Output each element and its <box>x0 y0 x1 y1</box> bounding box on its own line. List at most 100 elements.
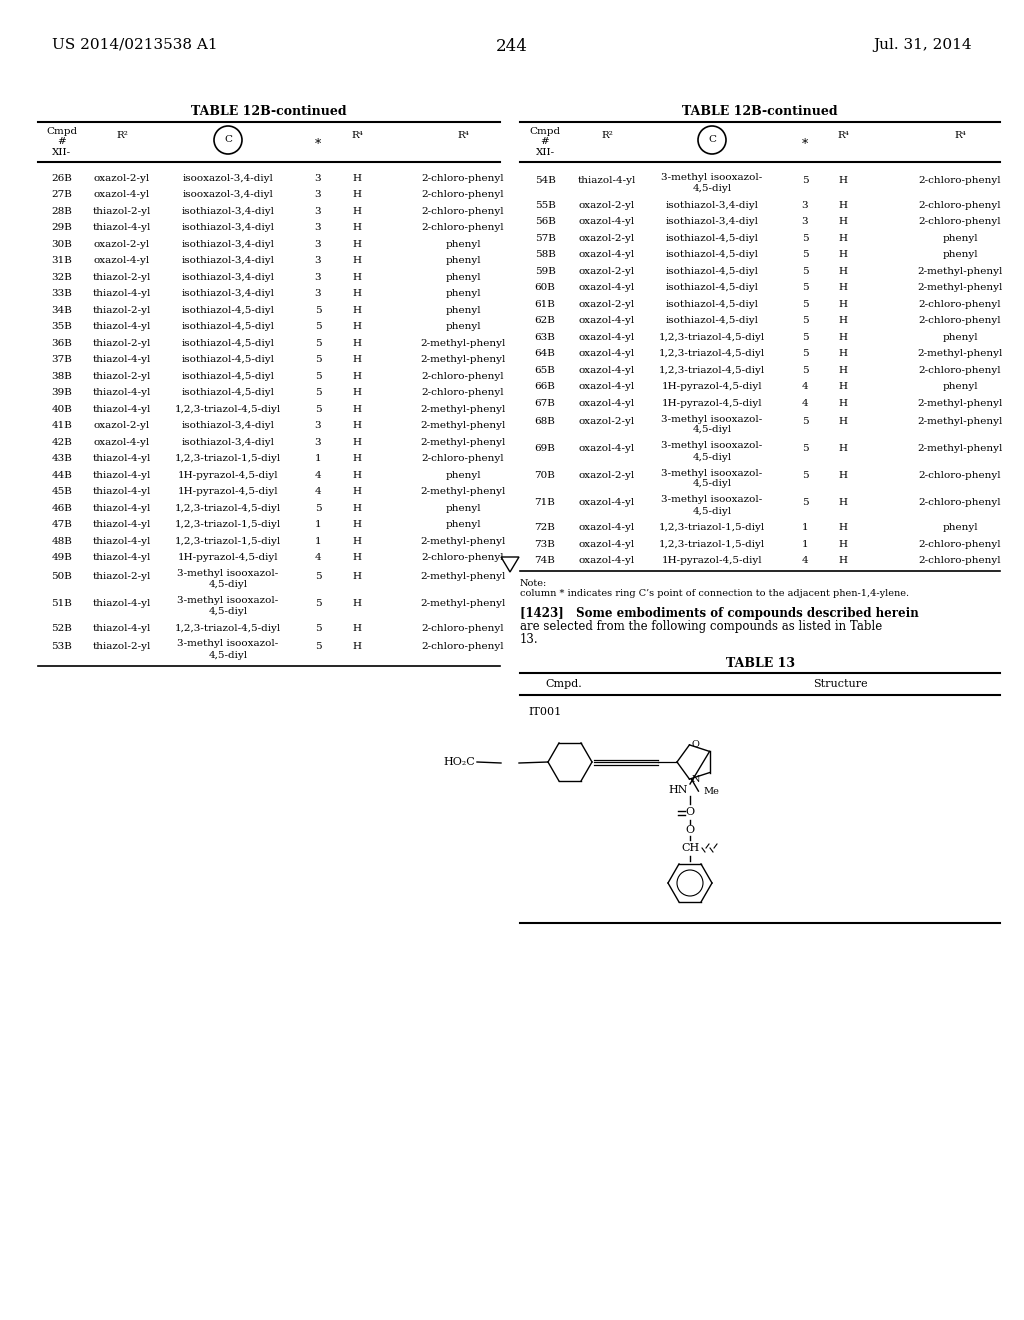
Text: 2-chloro-phenyl: 2-chloro-phenyl <box>919 300 1001 309</box>
Text: 2-methyl-phenyl: 2-methyl-phenyl <box>420 487 506 496</box>
Text: oxazol-4-yl: oxazol-4-yl <box>579 445 635 453</box>
Text: 4,5-diyl: 4,5-diyl <box>692 479 731 488</box>
Text: 73B: 73B <box>535 540 555 549</box>
Text: isothiazol-4,5-diyl: isothiazol-4,5-diyl <box>181 322 274 331</box>
Text: 49B: 49B <box>51 553 73 562</box>
Text: *: * <box>314 139 322 152</box>
Text: H: H <box>839 540 848 549</box>
Text: thiazol-4-yl: thiazol-4-yl <box>93 520 152 529</box>
Text: oxazol-4-yl: oxazol-4-yl <box>579 556 635 565</box>
Text: 1,2,3-triazol-1,5-diyl: 1,2,3-triazol-1,5-diyl <box>658 540 765 549</box>
Text: 1: 1 <box>314 454 322 463</box>
Text: H: H <box>839 399 848 408</box>
Text: 1,2,3-triazol-4,5-diyl: 1,2,3-triazol-4,5-diyl <box>175 624 282 632</box>
Text: isothiazol-4,5-diyl: isothiazol-4,5-diyl <box>181 355 274 364</box>
Text: 1H-pyrazol-4,5-diyl: 1H-pyrazol-4,5-diyl <box>178 471 279 479</box>
Text: 2-chloro-phenyl: 2-chloro-phenyl <box>919 317 1001 325</box>
Text: isothiazol-4,5-diyl: isothiazol-4,5-diyl <box>181 388 274 397</box>
Text: 45B: 45B <box>51 487 73 496</box>
Text: oxazol-4-yl: oxazol-4-yl <box>579 350 635 358</box>
Text: thiazol-4-yl: thiazol-4-yl <box>93 454 152 463</box>
Text: 65B: 65B <box>535 366 555 375</box>
Text: HN: HN <box>669 785 688 795</box>
Text: 3-methyl isooxazol-: 3-methyl isooxazol- <box>662 414 763 424</box>
Text: 74B: 74B <box>535 556 555 565</box>
Text: H: H <box>352 339 361 347</box>
Text: 5: 5 <box>314 372 322 380</box>
Text: 1,2,3-triazol-4,5-diyl: 1,2,3-triazol-4,5-diyl <box>658 350 765 358</box>
Text: H: H <box>352 421 361 430</box>
Text: 5: 5 <box>802 317 808 325</box>
Text: 2-chloro-phenyl: 2-chloro-phenyl <box>919 176 1001 185</box>
Text: oxazol-2-yl: oxazol-2-yl <box>579 267 635 276</box>
Text: thiazol-2-yl: thiazol-2-yl <box>93 643 152 651</box>
Text: 2-chloro-phenyl: 2-chloro-phenyl <box>422 624 504 632</box>
Text: 2-chloro-phenyl: 2-chloro-phenyl <box>422 643 504 651</box>
Text: isothiazol-4,5-diyl: isothiazol-4,5-diyl <box>666 300 759 309</box>
Text: H: H <box>839 218 848 226</box>
Text: H: H <box>839 284 848 292</box>
Text: R⁴: R⁴ <box>457 131 469 140</box>
Text: 62B: 62B <box>535 317 555 325</box>
Text: 13.: 13. <box>520 634 539 645</box>
Text: US 2014/0213538 A1: US 2014/0213538 A1 <box>52 38 218 51</box>
Text: 2-methyl-phenyl: 2-methyl-phenyl <box>420 599 506 607</box>
Text: 4: 4 <box>802 399 808 408</box>
Text: phenyl: phenyl <box>445 289 481 298</box>
Text: 27B: 27B <box>51 190 73 199</box>
Text: 1: 1 <box>314 537 322 545</box>
Text: H: H <box>352 471 361 479</box>
Text: oxazol-4-yl: oxazol-4-yl <box>579 523 635 532</box>
Text: H: H <box>352 322 361 331</box>
Text: 54B: 54B <box>535 176 555 185</box>
Text: 30B: 30B <box>51 240 73 248</box>
Text: 1: 1 <box>314 520 322 529</box>
Text: H: H <box>352 520 361 529</box>
Text: 33B: 33B <box>51 289 73 298</box>
Text: thiazol-4-yl: thiazol-4-yl <box>93 599 152 607</box>
Text: H: H <box>352 624 361 632</box>
Text: 67B: 67B <box>535 399 555 408</box>
Text: 2-methyl-phenyl: 2-methyl-phenyl <box>420 537 506 545</box>
Text: oxazol-4-yl: oxazol-4-yl <box>579 218 635 226</box>
Text: 3: 3 <box>314 223 322 232</box>
Text: 1,2,3-triazol-4,5-diyl: 1,2,3-triazol-4,5-diyl <box>658 366 765 375</box>
Text: 4,5-diyl: 4,5-diyl <box>209 607 248 616</box>
Text: isothiazol-4,5-diyl: isothiazol-4,5-diyl <box>666 267 759 276</box>
Text: thiazol-4-yl: thiazol-4-yl <box>93 537 152 545</box>
Text: 58B: 58B <box>535 251 555 259</box>
Text: isothiazol-4,5-diyl: isothiazol-4,5-diyl <box>666 284 759 292</box>
Text: 2-methyl-phenyl: 2-methyl-phenyl <box>420 405 506 413</box>
Text: H: H <box>839 498 848 507</box>
Text: oxazol-4-yl: oxazol-4-yl <box>579 284 635 292</box>
Text: thiazol-4-yl: thiazol-4-yl <box>93 487 152 496</box>
Text: phenyl: phenyl <box>445 504 481 512</box>
Text: 59B: 59B <box>535 267 555 276</box>
Text: thiazol-4-yl: thiazol-4-yl <box>93 223 152 232</box>
Text: 2-chloro-phenyl: 2-chloro-phenyl <box>919 556 1001 565</box>
Text: H: H <box>352 273 361 281</box>
Text: oxazol-2-yl: oxazol-2-yl <box>579 201 635 210</box>
Text: 35B: 35B <box>51 322 73 331</box>
Text: 3: 3 <box>314 273 322 281</box>
Text: oxazol-2-yl: oxazol-2-yl <box>579 300 635 309</box>
Text: R²: R² <box>601 131 613 140</box>
Text: R⁴: R⁴ <box>954 131 966 140</box>
Text: 5: 5 <box>314 643 322 651</box>
Text: 29B: 29B <box>51 223 73 232</box>
Text: 56B: 56B <box>535 218 555 226</box>
Text: 2-chloro-phenyl: 2-chloro-phenyl <box>919 218 1001 226</box>
Text: 69B: 69B <box>535 445 555 453</box>
Text: Structure: Structure <box>813 678 867 689</box>
Text: 2-methyl-phenyl: 2-methyl-phenyl <box>420 572 506 581</box>
Text: H: H <box>352 454 361 463</box>
Text: 37B: 37B <box>51 355 73 364</box>
Text: 39B: 39B <box>51 388 73 397</box>
Text: H: H <box>839 267 848 276</box>
Text: isothiazol-3,4-diyl: isothiazol-3,4-diyl <box>181 223 274 232</box>
Text: 1H-pyrazol-4,5-diyl: 1H-pyrazol-4,5-diyl <box>178 553 279 562</box>
Text: 28B: 28B <box>51 207 73 215</box>
Text: oxazol-4-yl: oxazol-4-yl <box>94 438 151 446</box>
Text: oxazol-4-yl: oxazol-4-yl <box>94 256 151 265</box>
Text: 5: 5 <box>314 388 322 397</box>
